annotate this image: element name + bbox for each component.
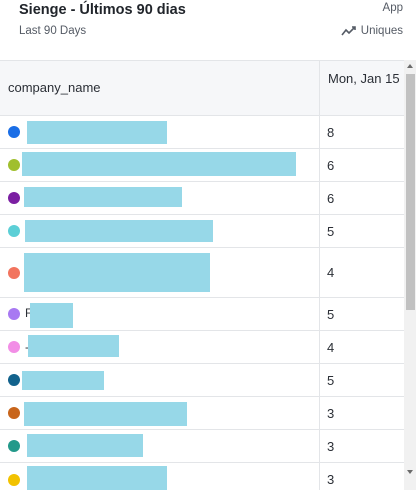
name-fragment: F: [25, 306, 33, 320]
cell-value: 8: [327, 125, 335, 140]
series-color-dot: [8, 192, 20, 204]
scroll-down-arrow-icon[interactable]: [404, 466, 416, 478]
redacted-company-name: [27, 466, 167, 490]
series-color-dot: [8, 374, 20, 386]
redacted-company-name: [24, 402, 187, 426]
scroll-up-arrow-icon[interactable]: [404, 60, 416, 72]
redacted-company-name: [30, 303, 73, 328]
cell-value: 5: [327, 307, 335, 322]
column-header-company[interactable]: company_name: [8, 80, 101, 95]
report-header: Sienge - Últimos 90 dias Last 90 Days Ap…: [0, 0, 416, 60]
app-label: App: [382, 2, 403, 14]
trend-line-icon: [341, 26, 356, 36]
metric-selector[interactable]: Uniques: [341, 25, 403, 37]
column-header-date[interactable]: Mon, Jan 15: [319, 61, 404, 116]
cell-value: 6: [327, 191, 335, 206]
redacted-company-name: [25, 220, 213, 242]
table-row[interactable]: 3: [0, 463, 404, 490]
cell-value: 6: [327, 158, 335, 173]
redacted-company-name: [24, 187, 182, 207]
series-color-dot: [8, 267, 20, 279]
date-range-label: Last 90 Days: [19, 25, 87, 37]
series-color-dot: [8, 308, 20, 320]
series-color-dot: [8, 474, 20, 486]
table-row[interactable]: F 5: [0, 298, 404, 331]
table-row[interactable]: 3: [0, 430, 404, 463]
metric-label: Uniques: [360, 25, 403, 37]
cell-value: 3: [327, 439, 335, 454]
series-color-dot: [8, 440, 20, 452]
table-row[interactable]: 5: [0, 215, 404, 248]
table-row[interactable]: 4: [0, 248, 404, 298]
table-row[interactable]: 8: [0, 116, 404, 149]
redacted-company-name: [28, 335, 119, 357]
cell-value: 4: [327, 340, 335, 355]
redacted-company-name: [27, 121, 167, 144]
series-color-dot: [8, 159, 20, 171]
redacted-company-name: [27, 434, 143, 457]
cell-value: 4: [327, 265, 335, 280]
vertical-scrollbar[interactable]: [404, 60, 416, 490]
cell-value: 3: [327, 472, 335, 487]
cell-value: 5: [327, 373, 335, 388]
redacted-company-name: [22, 371, 104, 390]
series-color-dot: [8, 126, 20, 138]
table-row[interactable]: - 4: [0, 331, 404, 364]
redacted-company-name: [22, 152, 296, 176]
table-row[interactable]: 6: [0, 182, 404, 215]
series-color-dot: [8, 407, 20, 419]
table-row[interactable]: 3: [0, 397, 404, 430]
table-header: company_name Mon, Jan 15: [0, 61, 404, 116]
table-row[interactable]: 5: [0, 364, 404, 397]
redacted-company-name: [24, 253, 210, 292]
scrollbar-thumb[interactable]: [406, 74, 415, 310]
series-color-dot: [8, 341, 20, 353]
cell-value: 3: [327, 406, 335, 421]
cell-value: 5: [327, 224, 335, 239]
data-table: company_name Mon, Jan 15 8 6 6 5 4 F: [0, 60, 404, 490]
series-color-dot: [8, 225, 20, 237]
name-fragment: -: [25, 340, 29, 354]
report-title: Sienge - Últimos 90 dias: [19, 2, 186, 18]
table-row[interactable]: 6: [0, 149, 404, 182]
